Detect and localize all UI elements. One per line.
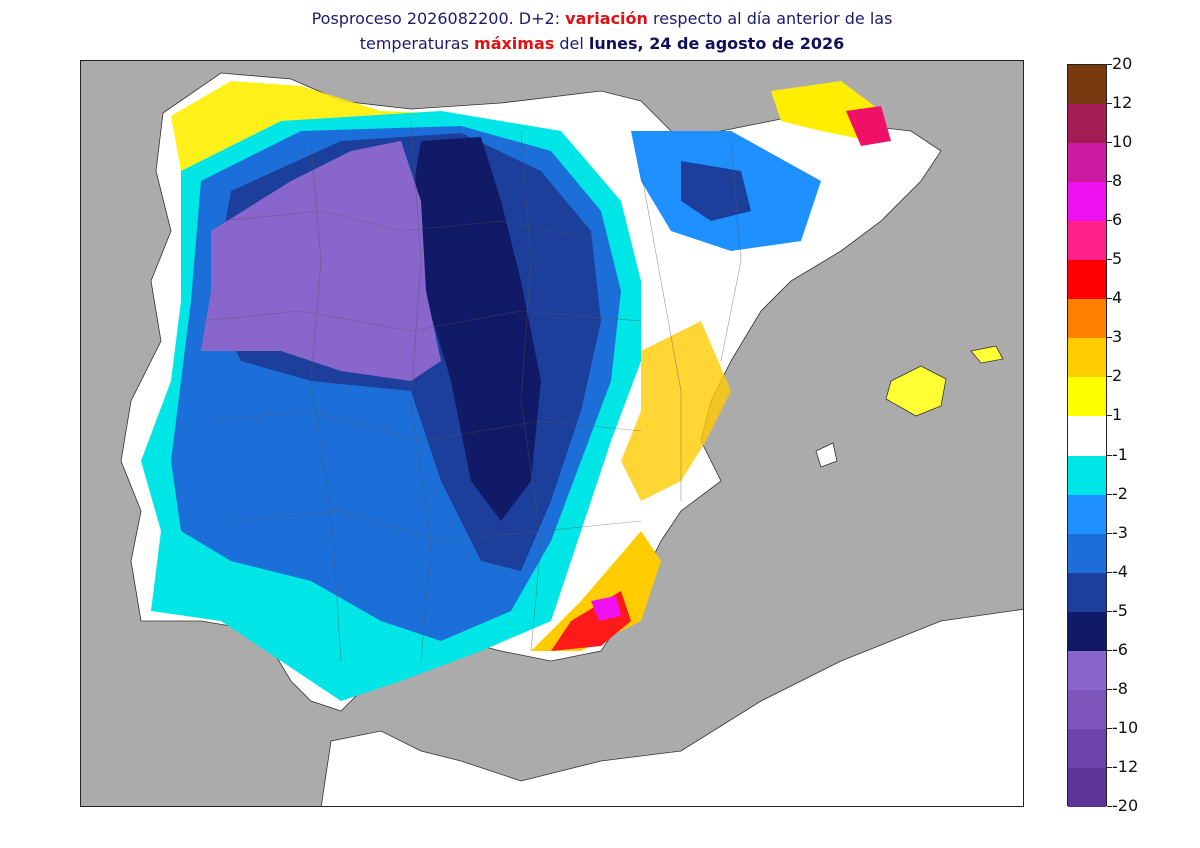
title-maximas: máximas <box>474 34 555 53</box>
legend-label: 5 <box>1112 249 1123 269</box>
legend-label: 20 <box>1112 54 1133 73</box>
province-borders <box>200 120 742 662</box>
legend-swatch <box>1068 182 1106 222</box>
legend-tick <box>1107 259 1112 261</box>
legend-swatch <box>1068 143 1106 183</box>
title-line-1: Posproceso 2026082200. D+2: variación re… <box>311 9 893 28</box>
menorca <box>970 345 1004 364</box>
legend-swatch <box>1068 260 1106 300</box>
legend-tick <box>1107 649 1112 651</box>
legend-tick <box>1107 532 1112 534</box>
legend-swatch <box>1068 533 1106 574</box>
legend-swatch <box>1068 689 1106 730</box>
legend-label: -20 <box>1112 796 1139 815</box>
legend-tick <box>1107 103 1112 105</box>
africa-land <box>320 608 1023 806</box>
legend-tick <box>1107 571 1112 573</box>
legend-label: -6 <box>1112 639 1128 659</box>
title-date: lunes, 24 de agosto de 2026 <box>588 34 845 53</box>
legend-swatch <box>1068 338 1106 378</box>
legend-tick <box>1107 454 1112 456</box>
legend-swatch <box>1068 728 1106 769</box>
hot-spot-murcia <box>591 596 621 621</box>
legend-tick <box>1107 766 1112 768</box>
legend-swatch <box>1068 299 1106 339</box>
legend-swatch <box>1068 65 1106 105</box>
legend-label: -4 <box>1112 561 1128 581</box>
map-title: Posproceso 2026082200. D+2: variación re… <box>80 6 1124 56</box>
legend-swatch <box>1068 377 1106 417</box>
legend-swatch <box>1068 572 1106 613</box>
legend-tick <box>1107 298 1112 300</box>
legend-label: 1 <box>1112 405 1123 425</box>
legend-label: 2 <box>1112 366 1123 386</box>
temperature-variation-map <box>80 60 1024 807</box>
legend-label: -12 <box>1112 756 1139 776</box>
legend-swatch <box>1068 767 1106 808</box>
legend-label: 6 <box>1112 210 1123 230</box>
legend-label: 10 <box>1112 132 1133 152</box>
legend-swatch <box>1068 650 1106 691</box>
legend-label: 8 <box>1112 171 1123 191</box>
legend-tick <box>1107 142 1112 144</box>
cool-zone-ebro-core <box>681 161 751 221</box>
legend-tick <box>1107 806 1112 807</box>
legend-label: -2 <box>1112 483 1128 503</box>
legend-label: -3 <box>1112 522 1128 542</box>
legend-swatch <box>1068 455 1106 496</box>
legend-swatch <box>1068 221 1106 261</box>
legend-tick <box>1107 610 1112 612</box>
legend-tick <box>1107 493 1112 495</box>
legend-label: -10 <box>1112 717 1139 737</box>
legend-tick <box>1107 688 1112 690</box>
ibiza <box>815 442 838 468</box>
hot-spot-northeast <box>846 106 891 146</box>
legend-tick <box>1107 727 1112 729</box>
mallorca <box>885 365 947 417</box>
legend-label: 4 <box>1112 288 1123 308</box>
legend-tick <box>1107 64 1112 65</box>
legend-swatch <box>1068 104 1106 144</box>
legend-tick <box>1107 181 1112 183</box>
color-legend <box>1067 64 1107 808</box>
title-line-2: temperaturas máximas del lunes, 24 de ag… <box>359 34 845 53</box>
legend-swatch <box>1068 611 1106 652</box>
legend-label: -8 <box>1112 678 1128 698</box>
cool-zone-darkest <box>411 137 541 521</box>
legend-tick <box>1107 337 1112 339</box>
legend-label: 3 <box>1112 327 1123 347</box>
map-svg <box>120 72 1023 806</box>
legend-tick <box>1107 220 1112 222</box>
legend-swatch <box>1068 416 1106 457</box>
legend-tick <box>1107 376 1112 378</box>
title-variacion: variación <box>565 9 648 28</box>
legend-label: 12 <box>1112 93 1133 113</box>
legend-label: -1 <box>1112 444 1128 464</box>
legend-swatch <box>1068 494 1106 535</box>
warm-zone-east-coast <box>621 321 731 501</box>
legend-label: -5 <box>1112 600 1128 620</box>
legend-tick <box>1107 415 1112 417</box>
